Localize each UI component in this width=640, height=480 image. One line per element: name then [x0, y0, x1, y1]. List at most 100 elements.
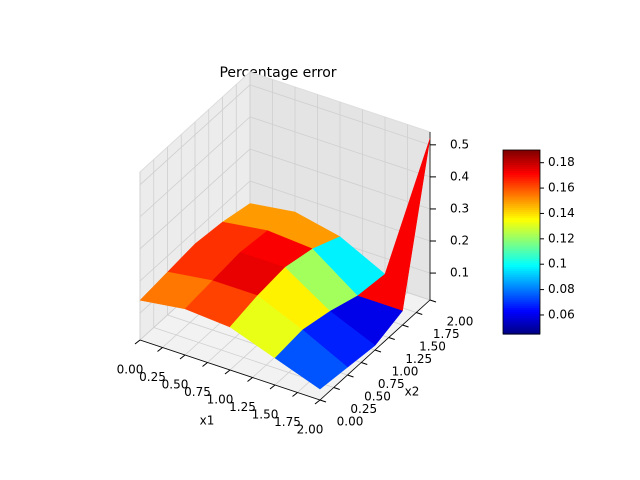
colorbar-slice	[503, 182, 540, 186]
z-tick-label: 0.4	[450, 169, 469, 183]
colorbar-slice	[503, 319, 540, 323]
colorbar-slice	[503, 227, 540, 231]
colorbar-slice	[503, 180, 540, 184]
x-tick-label: 0.75	[184, 385, 211, 399]
y-tick	[361, 362, 368, 365]
colorbar-slice	[503, 260, 540, 264]
y-tick-label: 0.75	[378, 377, 405, 391]
colorbar-slice	[503, 301, 540, 304]
y-tick-label: 0.25	[350, 402, 377, 416]
colorbar-slice	[503, 186, 540, 190]
colorbar-tick-label: 0.06	[548, 307, 575, 321]
colorbar-slice	[503, 160, 540, 163]
y-tick-label: 0.50	[364, 390, 391, 404]
colorbar-slice	[503, 262, 540, 266]
colorbar-slice	[503, 184, 540, 188]
colorbar-slice	[503, 331, 540, 335]
y-tick	[333, 387, 340, 390]
x-tick-label: 1.00	[207, 393, 234, 407]
colorbar-slice	[503, 266, 540, 270]
colorbar-slice	[503, 239, 540, 243]
y-tick	[429, 299, 437, 303]
colorbar-slice	[503, 250, 540, 253]
grid-line	[139, 116, 251, 218]
grid-line	[249, 116, 431, 178]
y-tick-label: 1.25	[405, 352, 432, 366]
colorbar-slice	[503, 178, 540, 182]
z-tick-label: 0.1	[450, 266, 469, 280]
grid-line	[139, 180, 251, 282]
colorbar-slice	[503, 233, 540, 237]
colorbar-slice	[503, 272, 540, 276]
colorbar-slice	[503, 311, 540, 315]
colorbar-slice	[503, 329, 540, 333]
colorbar-slice	[503, 289, 540, 292]
y-tick-label: 1.75	[433, 327, 460, 341]
colorbar-slice	[503, 194, 540, 198]
colorbar-slice	[503, 299, 540, 302]
colorbar-slice	[503, 197, 540, 200]
x-tick	[179, 354, 186, 360]
colorbar-slice	[503, 258, 540, 261]
colorbar-tick-label: 0.18	[548, 155, 575, 169]
colorbar-slice	[503, 150, 540, 153]
colorbar-slice	[503, 309, 540, 313]
colorbar-slice	[503, 286, 540, 290]
colorbar-slice	[503, 190, 540, 194]
x-tick-label: 1.50	[252, 408, 279, 422]
colorbar-slice	[503, 284, 540, 288]
colorbar-slice	[503, 264, 540, 268]
colorbar-slice	[503, 293, 540, 296]
colorbar-slice	[503, 221, 540, 225]
x-tick-label: 2.00	[297, 423, 324, 437]
colorbar-slice	[503, 211, 540, 214]
colorbar-slice	[503, 152, 540, 155]
colorbar-slice	[503, 278, 540, 282]
colorbar-slice	[503, 313, 540, 317]
y-tick-label: 1.50	[419, 340, 446, 354]
colorbar-tick-label: 0.08	[548, 282, 575, 296]
colorbar-slice	[503, 307, 540, 311]
colorbar-slice	[503, 295, 540, 298]
colorbar-slice	[503, 325, 540, 329]
x-tick	[269, 384, 276, 390]
colorbar-slice	[503, 162, 540, 165]
colorbar-slice	[503, 244, 540, 247]
colorbar-slice	[503, 154, 540, 157]
colorbar-tick-label: 0.12	[548, 231, 575, 245]
colorbar-slice	[503, 209, 540, 212]
colorbar-slice	[503, 223, 540, 227]
colorbar-slice	[503, 235, 540, 239]
z-tick-label: 0.5	[450, 137, 469, 151]
y-tick-label: 0.00	[337, 415, 364, 429]
colorbar-slice	[503, 219, 540, 223]
colorbar-slice	[503, 274, 540, 278]
y-tick	[319, 399, 327, 403]
x-tick-label: 0.50	[162, 378, 189, 392]
colorbar-slice	[503, 327, 540, 331]
z-tick-label: 0.2	[450, 234, 469, 248]
x-tick	[314, 399, 321, 405]
x-tick-label: 1.75	[274, 415, 301, 429]
y-tick	[374, 349, 382, 353]
grid-line	[139, 148, 251, 250]
grid-line	[139, 84, 251, 186]
colorbar-slice	[503, 237, 540, 241]
x-tick	[202, 362, 208, 367]
colorbar-slice	[503, 156, 540, 159]
colorbar-slice	[503, 303, 540, 306]
colorbar-slice	[503, 192, 540, 196]
colorbar-slice	[503, 225, 540, 229]
x-axis-label: x1	[200, 414, 215, 428]
colorbar-slice	[503, 205, 540, 208]
colorbar-slice	[503, 215, 540, 219]
colorbar-slice	[503, 158, 540, 161]
colorbar-slice	[503, 254, 540, 257]
colorbar-slice	[503, 203, 540, 206]
colorbar-slice	[503, 199, 540, 202]
colorbar-slice	[503, 246, 540, 249]
colorbar-slice	[503, 248, 540, 251]
colorbar-slice	[503, 252, 540, 255]
colorbar-tick-label: 0.16	[548, 181, 575, 195]
